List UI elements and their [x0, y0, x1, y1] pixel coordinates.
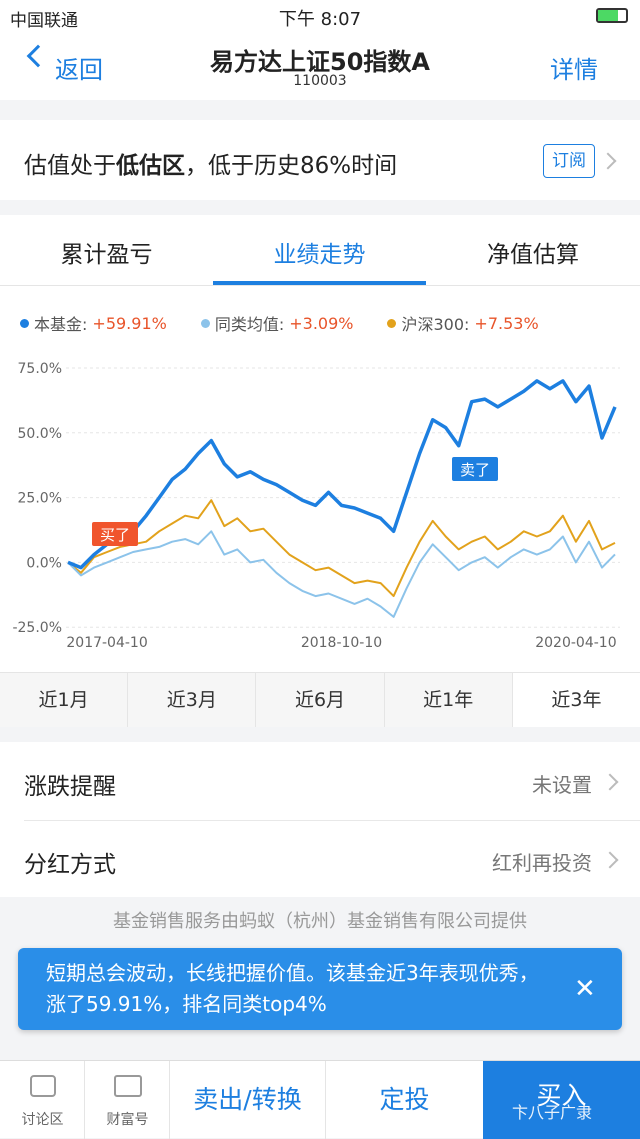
discuss-button[interactable]: 讨论区 — [0, 1061, 85, 1139]
legend-name: 同类均值: — [214, 315, 285, 334]
period-button[interactable]: 近3月 — [127, 673, 255, 727]
divider — [24, 820, 640, 821]
setting-label: 涨跌提醒 — [24, 774, 116, 800]
y-tick-label: 50.0% — [18, 426, 62, 442]
legend-name: 本基金: — [34, 315, 88, 334]
text: ，低于历史86%时间 — [185, 153, 398, 179]
period-button[interactable]: 近1月 — [38, 689, 89, 711]
icon — [30, 1075, 56, 1097]
fund-title: 易方达上证50指数A — [210, 48, 430, 76]
annotation-box — [92, 522, 138, 546]
series-line — [67, 379, 617, 570]
clock: 下午 8:07 — [278, 9, 362, 30]
auto-invest-button[interactable]: 定投 — [379, 1085, 430, 1114]
y-tick-label: -25.0% — [12, 620, 62, 636]
carrier: 中国联通 — [10, 11, 78, 31]
x-tick-label: 2018-10-10 — [301, 635, 382, 651]
x-tick-label: 2020-04-10 — [535, 635, 616, 651]
chevron — [599, 152, 617, 170]
period-active[interactable]: 近3年 — [511, 673, 640, 727]
series-line — [67, 499, 616, 598]
subscribe-button[interactable]: 订阅 — [543, 144, 595, 178]
y-tick-label: 25.0% — [18, 491, 62, 507]
legend-change: +3.09% — [289, 313, 354, 333]
period-button[interactable]: 近1年 — [383, 673, 512, 727]
text: 估值处于 — [24, 153, 116, 179]
y-tick-label: 0.0% — [26, 555, 62, 571]
setting-value[interactable]: 未设置 — [532, 773, 592, 797]
provider-note: 基金销售服务由蚂蚁（杭州）基金销售有限公司提供 — [113, 911, 527, 932]
buy-button[interactable]: 买入 — [483, 1061, 640, 1139]
legend-item: 本基金: +59.91% — [20, 311, 167, 335]
legend-dot — [200, 318, 210, 328]
watermark: 卞八子广隶 — [512, 1103, 593, 1122]
y-tick-label: 75.0% — [18, 361, 62, 377]
toast-text: 短期总会波动，长线把握价值。该基金近3年表现优秀，涨了59.91%，排名同类to… — [46, 961, 539, 1016]
legend-name: 沪深300: — [401, 315, 470, 334]
battery — [596, 8, 628, 23]
period-bar: 近1月 近3月 近6月 近1年 近3年 — [0, 672, 640, 727]
close-button[interactable]: ✕ — [574, 974, 596, 1004]
tab-active[interactable]: 业绩走势 — [273, 242, 366, 268]
chevron — [601, 851, 619, 869]
toast: 短期总会波动，长线把握价值。该基金近3年表现优秀，涨了59.91%，排名同类to… — [18, 948, 622, 1030]
fund-code: 110003 — [293, 73, 347, 89]
tab[interactable]: 累计盈亏 — [60, 242, 153, 268]
chart: 75.0% 50.0% 25.0% 0.0% -25.0%2017-04-10 2018-… — [12, 361, 620, 651]
annotation-label: 卖了 — [460, 461, 490, 479]
valuation-banner[interactable]: 估值处于低估区，低于历史86%时间 订阅 — [0, 120, 640, 200]
legend-item: 沪深300: +7.53% — [387, 311, 539, 335]
legend: 本基金: +59.91% 同类均值: +3.09% 沪深300: +7.53% — [20, 311, 640, 335]
sell-button[interactable]: 卖出/转换 — [170, 1061, 326, 1139]
legend-change: +7.53% — [474, 313, 539, 333]
annotation-label: 买了 — [100, 526, 130, 544]
legend-dot — [387, 318, 397, 328]
label: 财富号 — [106, 1112, 149, 1128]
setting-label: 分红方式 — [24, 852, 116, 878]
legend-item: 同类均值: +3.09% — [200, 311, 354, 335]
text: 低估区 — [116, 153, 185, 179]
tab-indicator — [213, 281, 426, 285]
bottom-bar: 讨论区 财富号 卖出/转换 定投 买入 卞八子广隶 — [0, 1060, 640, 1139]
annotation-box — [452, 457, 498, 481]
header: 中国联通 下午 8:07 返回 易方达上证50指数A 110003 详情 — [0, 0, 640, 100]
x-tick-label: 2017-04-10 — [66, 635, 147, 651]
setting-value[interactable]: 红利再投资 — [492, 851, 592, 875]
divider — [0, 285, 640, 286]
icon — [114, 1075, 142, 1097]
chevron — [601, 773, 619, 791]
label: 讨论区 — [21, 1112, 64, 1128]
series-line — [67, 530, 616, 618]
valuation-text: 估值处于低估区，低于历史86%时间 — [24, 146, 397, 180]
period-button[interactable]: 近6月 — [255, 673, 383, 727]
wealth-button[interactable]: 财富号 — [85, 1061, 170, 1139]
legend-change: +59.91% — [92, 313, 167, 333]
tab[interactable]: 净值估算 — [487, 242, 579, 268]
detail-button[interactable]: 详情 — [550, 56, 598, 84]
legend-dot — [20, 318, 29, 328]
settings: 涨跌提醒 未设置 分红方式 红利再投资 — [0, 742, 640, 897]
back-button[interactable]: 返回 — [55, 56, 103, 84]
